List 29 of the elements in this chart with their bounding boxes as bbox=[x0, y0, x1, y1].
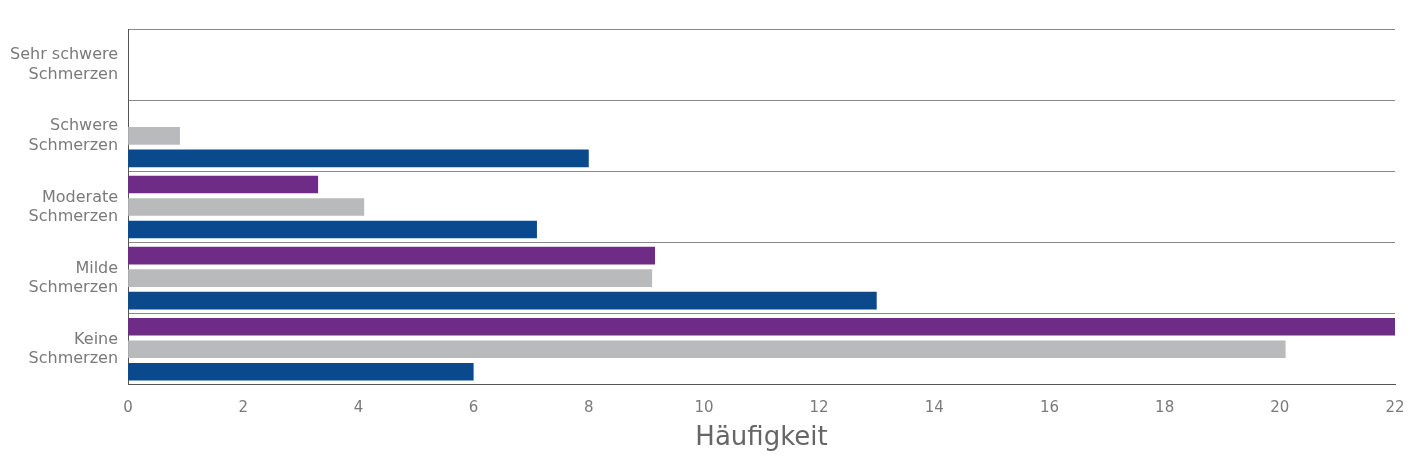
x-tick-label: 8 bbox=[584, 397, 594, 416]
bar bbox=[128, 246, 655, 265]
y-tick-label: Schwere Schmerzen bbox=[28, 115, 119, 154]
y-tick-label: Moderate Schmerzen bbox=[28, 186, 119, 225]
x-tick-label: 16 bbox=[1039, 397, 1060, 416]
bar bbox=[128, 291, 877, 310]
x-tick-label: 20 bbox=[1270, 397, 1290, 416]
x-tick-label: 2 bbox=[238, 397, 249, 416]
x-tick-label: 10 bbox=[694, 397, 714, 416]
y-tick-label: Milde Schmerzen bbox=[28, 257, 119, 296]
bar bbox=[128, 362, 474, 381]
x-tick-label: 22 bbox=[1385, 397, 1405, 416]
x-tick-label: 4 bbox=[353, 397, 364, 416]
x-tick-label: 6 bbox=[468, 397, 479, 416]
bar bbox=[128, 175, 319, 194]
y-tick-label: Keine Schmerzen bbox=[28, 328, 119, 367]
bar bbox=[128, 340, 1286, 359]
x-tick-label: 18 bbox=[1155, 397, 1175, 416]
bar bbox=[128, 149, 589, 168]
bar bbox=[128, 220, 537, 239]
x-axis-title: Häufigkeit bbox=[695, 421, 828, 452]
bar bbox=[128, 317, 1395, 336]
x-tick-label: 12 bbox=[809, 397, 829, 416]
y-tick-label: Sehr schwere Schmerzen bbox=[10, 44, 119, 83]
bar bbox=[128, 269, 653, 287]
x-tick-label: 0 bbox=[123, 397, 133, 416]
bar bbox=[128, 198, 365, 216]
bar bbox=[128, 127, 180, 145]
x-tick-label: 14 bbox=[924, 397, 944, 416]
